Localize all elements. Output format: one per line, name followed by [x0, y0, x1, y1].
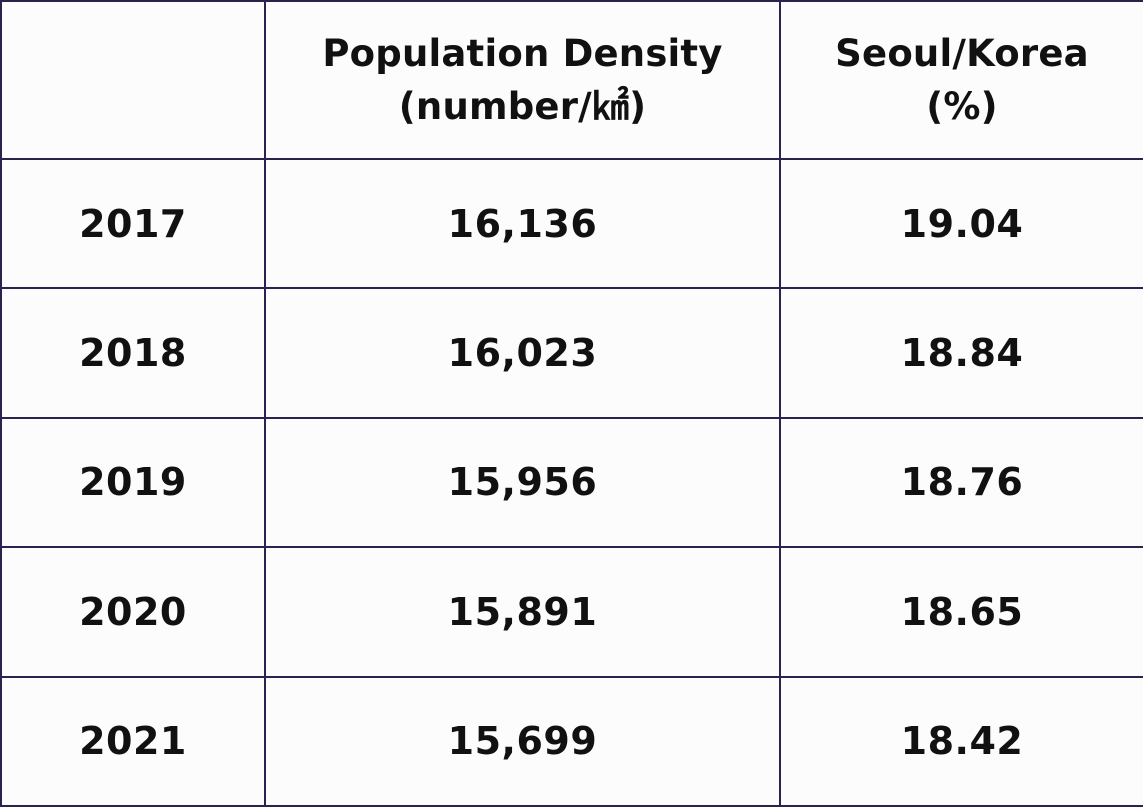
year-cell: 2017 [0, 157, 266, 290]
ratio-cell: 18.84 [779, 287, 1143, 419]
table-row: 2018 16,023 18.84 [0, 287, 1143, 419]
density-cell: 16,023 [264, 287, 781, 419]
header-ratio-cell: Seoul/Korea (%) [779, 0, 1143, 160]
ratio-cell: 19.04 [779, 157, 1143, 290]
year-cell: 2020 [0, 546, 266, 678]
density-cell: 16,136 [264, 157, 781, 290]
header-density-unit: (number/㎢) [398, 85, 647, 128]
table-row: 2017 16,136 19.04 [0, 157, 1143, 290]
year-cell: 2021 [0, 675, 266, 807]
density-cell: 15,956 [264, 416, 781, 549]
table-row: 2020 15,891 18.65 [0, 546, 1143, 678]
table-row: 2019 15,956 18.76 [0, 416, 1143, 549]
density-cell: 15,699 [264, 675, 781, 807]
header-row: Population Density (number/㎢) Seoul/Kore… [0, 0, 1143, 160]
header-density-cell: Population Density (number/㎢) [264, 0, 781, 160]
ratio-cell: 18.76 [779, 416, 1143, 549]
year-cell: 2019 [0, 416, 266, 549]
header-ratio-unit: (%) [926, 85, 998, 128]
ratio-cell: 18.65 [779, 546, 1143, 678]
table-header: Population Density (number/㎢) Seoul/Kore… [0, 0, 1143, 160]
ratio-cell: 18.42 [779, 675, 1143, 807]
table-row: 2021 15,699 18.42 [0, 675, 1143, 807]
header-year-cell [0, 0, 266, 160]
year-cell: 2018 [0, 287, 266, 419]
header-density-title: Population Density [322, 32, 723, 75]
table-body: 2017 16,136 19.04 2018 16,023 18.84 2019… [0, 157, 1143, 807]
density-cell: 15,891 [264, 546, 781, 678]
header-ratio-title: Seoul/Korea [835, 32, 1089, 75]
